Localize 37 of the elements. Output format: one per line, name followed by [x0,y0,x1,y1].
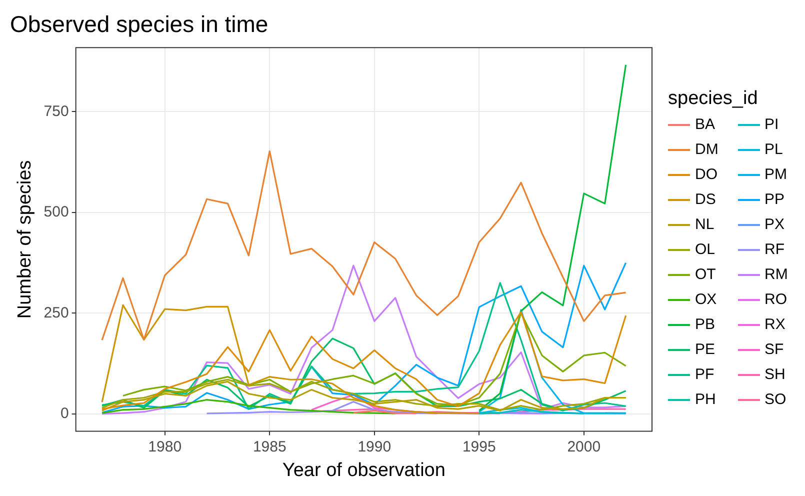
legend-label: SF [764,341,784,358]
legend-label: OT [695,266,716,283]
y-tick-label: 0 [60,405,69,422]
legend-label: PM [764,166,787,183]
legend-label: RM [764,266,788,283]
legend-title: species_id [668,88,759,110]
legend-label: RF [764,241,784,258]
legend-label: DM [695,141,718,158]
y-tick-label: 500 [44,204,69,221]
x-tick-label: 1985 [252,438,286,456]
legend-label: PI [764,116,779,133]
legend-label: OL [695,241,716,258]
legend-label: BA [695,116,716,133]
legend-label: PL [764,141,783,158]
chart-title: Observed species in time [10,11,268,38]
legend-label: PF [695,366,714,383]
legend-label: SO [764,391,786,408]
y-axis-title: Number of species [14,160,36,319]
y-tick-label: 250 [44,304,69,322]
legend-label: RO [764,291,787,308]
y-tick-label: 750 [44,102,69,120]
x-tick-label: 2000 [567,438,601,456]
x-axis-title: Year of observation [282,460,446,481]
legend-label: RX [764,316,786,333]
x-tick-label: 1980 [148,438,182,456]
legend-label: DO [695,166,718,183]
legend-label: PH [695,391,716,408]
legend-label: PX [764,216,785,233]
x-tick-label: 1990 [358,438,392,456]
x-tick-label: 1995 [462,438,496,456]
legend-label: DS [695,191,716,208]
legend-label: PP [764,191,785,208]
legend-label: NL [695,216,714,233]
legend-label: SH [764,366,786,383]
legend-label: OX [695,291,717,308]
legend-label: PE [695,341,716,358]
legend-label: PB [695,316,716,333]
